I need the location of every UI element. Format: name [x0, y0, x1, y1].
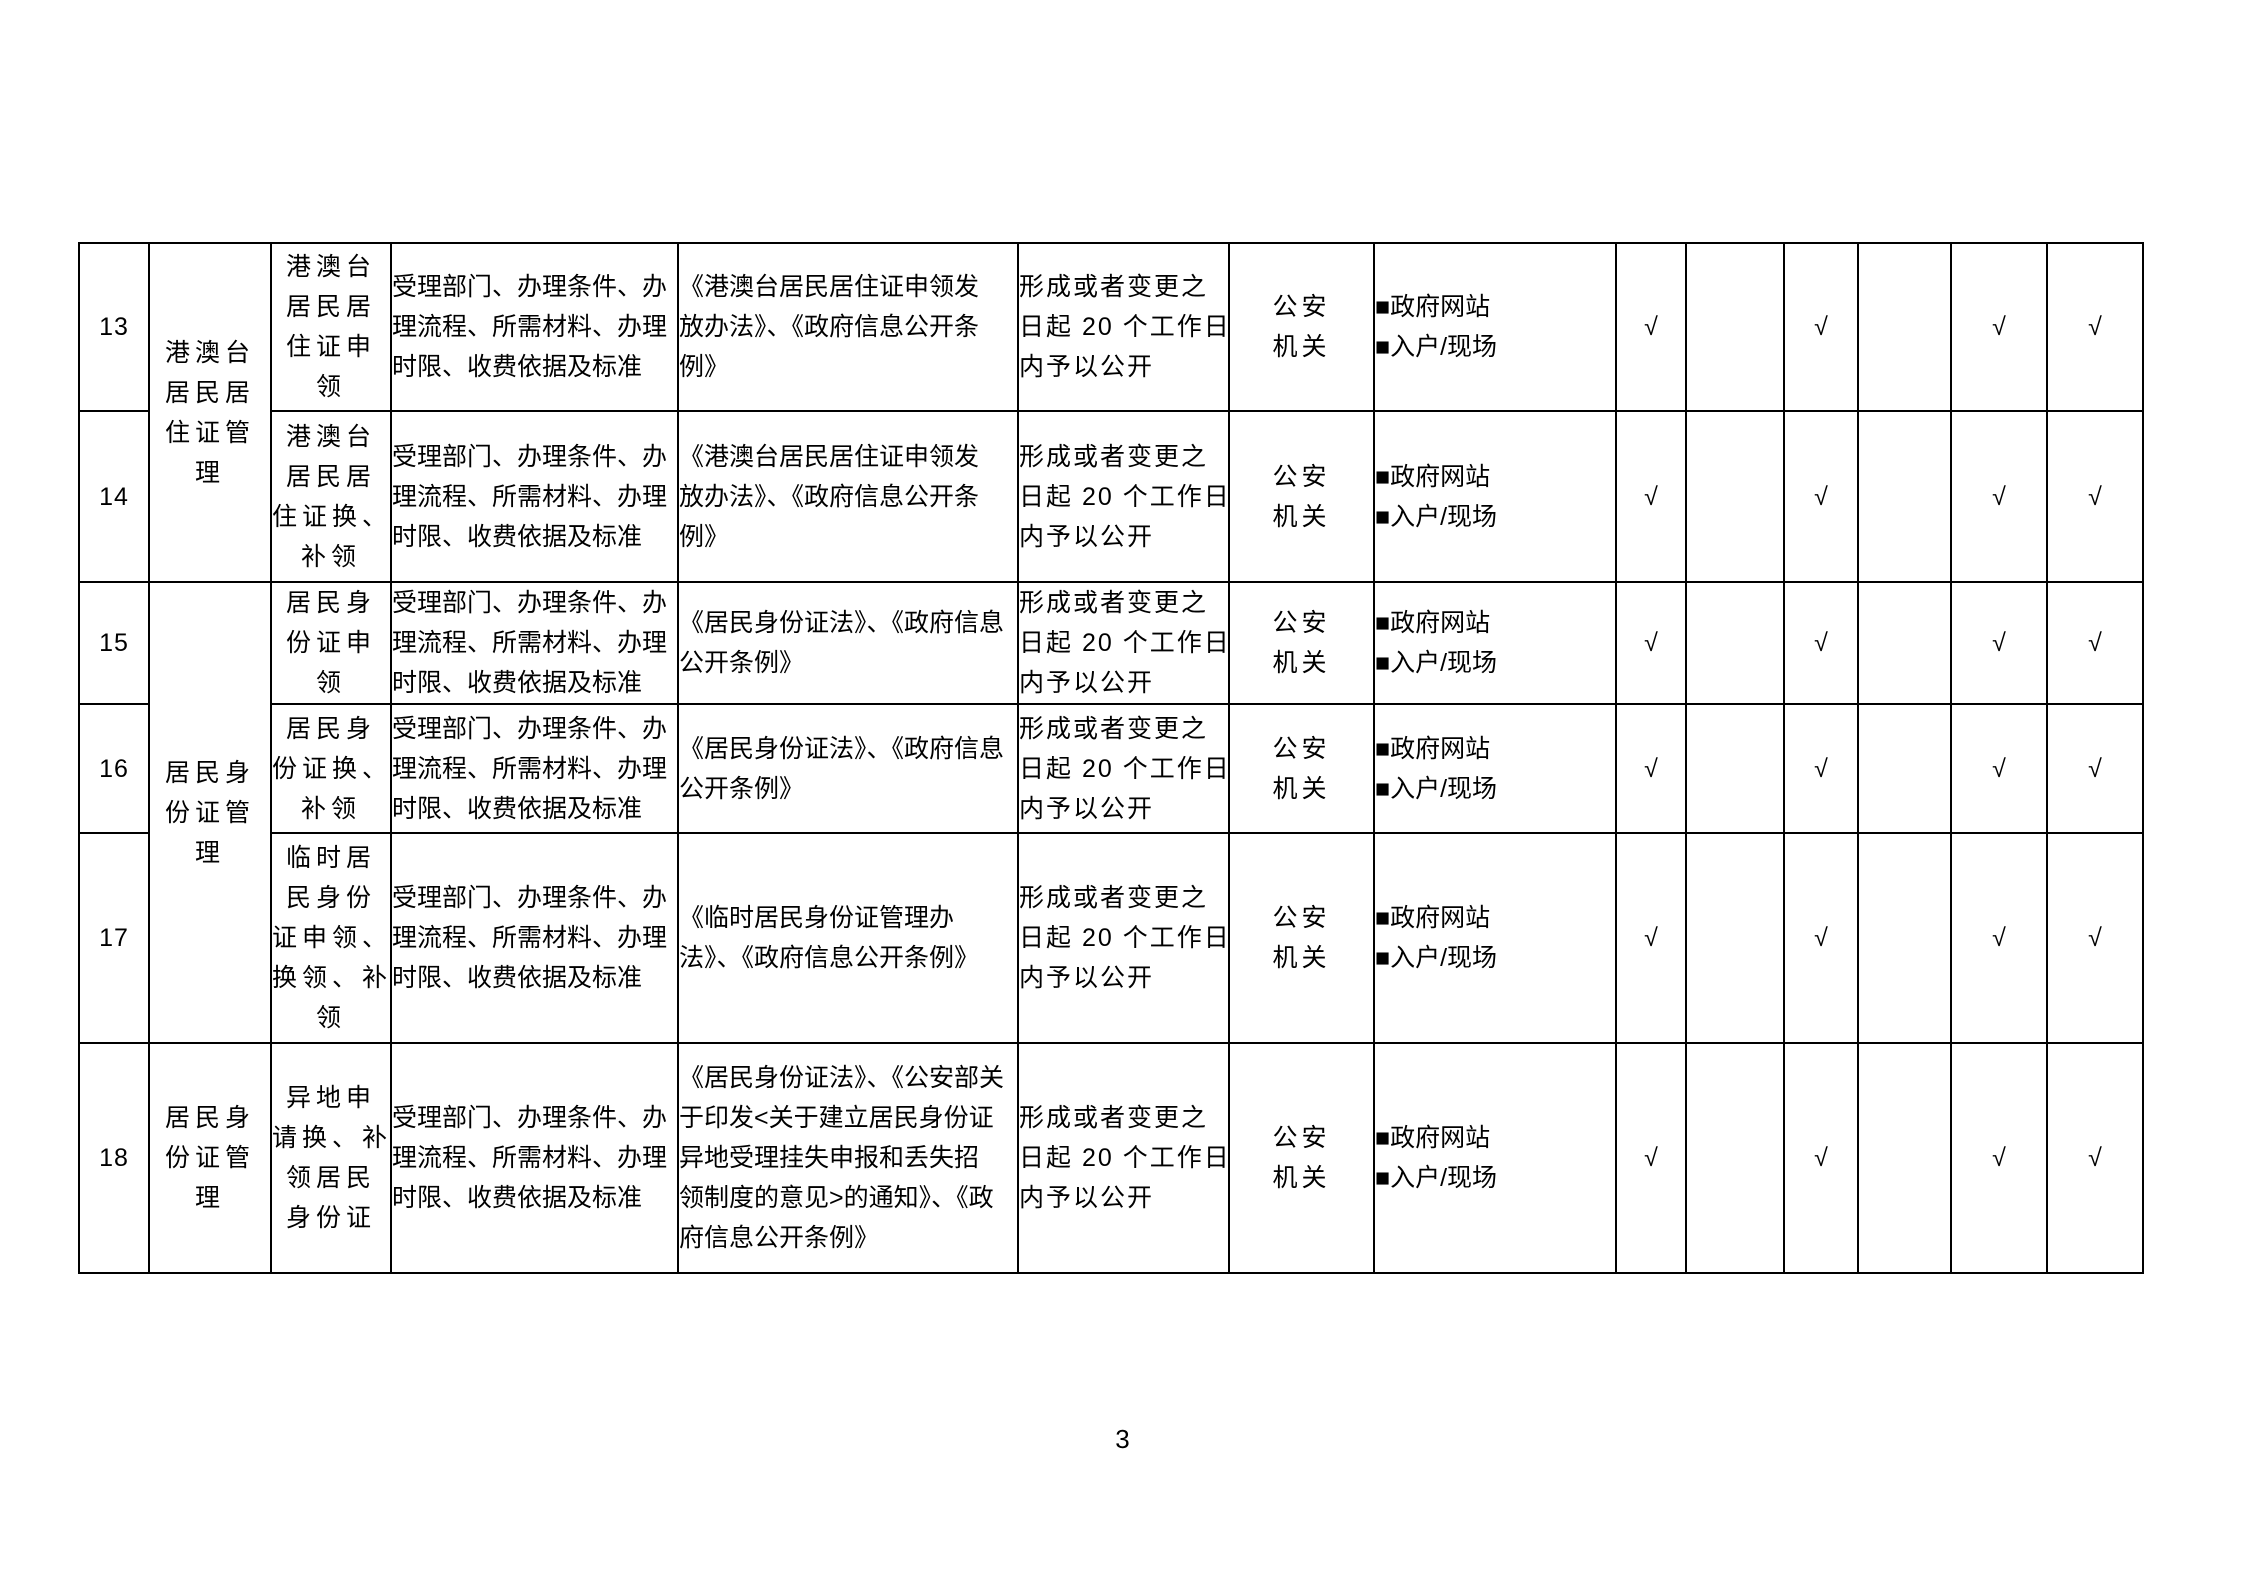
legal-basis-cell: 《居民身份证法》、《公安部关 于印发<关于建立居民身份证 异地受理挂失申报和丢失… [677, 1042, 1019, 1274]
row-number-cell: 17 [78, 832, 150, 1044]
check-cell: √ [1950, 703, 2048, 834]
check-cell: √ [1783, 1042, 1859, 1274]
item-name-cell: 异地申 请换、补 领居民 身份证 [270, 1042, 392, 1274]
check-cell: √ [2046, 410, 2144, 583]
organ-cell: 公安 机关 [1228, 1042, 1375, 1274]
timeline-cell: 形成或者变更之 日起 20 个工作日 内予以公开 [1017, 242, 1230, 412]
content-cell: 受理部门、办理条件、办 理流程、所需材料、办理 时限、收费依据及标准 [390, 832, 679, 1044]
timeline-cell: 形成或者变更之 日起 20 个工作日 内予以公开 [1017, 832, 1230, 1044]
channels-cell: ■政府网站 ■入户/现场 [1373, 581, 1617, 705]
content-cell: 受理部门、办理条件、办 理流程、所需材料、办理 时限、收费依据及标准 [390, 1042, 679, 1274]
check-cell: √ [1615, 832, 1687, 1044]
table-row-18: 18 居民身 份证管 理 异地申 请换、补 领居民 身份证 受理部门、办理条件、… [78, 1042, 2144, 1274]
channels-cell: ■政府网站 ■入户/现场 [1373, 242, 1617, 412]
table-row-14: 14 港澳台 居民居 住证换、 补领 受理部门、办理条件、办 理流程、所需材料、… [78, 410, 2144, 583]
timeline-cell: 形成或者变更之 日起 20 个工作日 内予以公开 [1017, 1042, 1230, 1274]
check-cell: √ [1783, 581, 1859, 705]
timeline-cell: 形成或者变更之 日起 20 个工作日 内予以公开 [1017, 581, 1230, 705]
organ-cell: 公安 机关 [1228, 832, 1375, 1044]
check-cell: √ [1615, 581, 1687, 705]
item-name-cell: 港澳台 居民居 住证换、 补领 [270, 410, 392, 583]
content-cell: 受理部门、办理条件、办 理流程、所需材料、办理 时限、收费依据及标准 [390, 242, 679, 412]
legal-basis-cell: 《临时居民身份证管理办 法》、《政府信息公开条例》 [677, 832, 1019, 1044]
check-cell [1857, 1042, 1952, 1274]
check-cell [1685, 703, 1785, 834]
row-number-cell: 13 [78, 242, 150, 412]
check-cell: √ [1783, 410, 1859, 583]
check-cell [1685, 1042, 1785, 1274]
check-cell [1857, 581, 1952, 705]
check-cell [1685, 832, 1785, 1044]
check-cell: √ [1950, 832, 2048, 1044]
organ-cell: 公安 机关 [1228, 242, 1375, 412]
check-cell [1685, 242, 1785, 412]
table-row-13: 13 港澳台 居民居 住证管 理 港澳台 居民居 住证申 领 受理部门、办理条件… [78, 242, 2144, 583]
legal-basis-cell: 《港澳台居民居住证申领发 放办法》、《政府信息公开条 例》 [677, 242, 1019, 412]
channels-cell: ■政府网站 ■入户/现场 [1373, 1042, 1617, 1274]
content-cell: 受理部门、办理条件、办 理流程、所需材料、办理 时限、收费依据及标准 [390, 581, 679, 705]
category-cell: 居民身 份证管 理 [148, 581, 272, 1044]
check-cell: √ [2046, 1042, 2144, 1274]
legal-basis-cell: 《居民身份证法》、《政府信息 公开条例》 [677, 581, 1019, 705]
check-cell: √ [1615, 242, 1687, 412]
check-cell: √ [1950, 242, 2048, 412]
item-name-cell: 居民身 份证换、 补领 [270, 703, 392, 834]
organ-cell: 公安 机关 [1228, 703, 1375, 834]
check-cell: √ [1783, 703, 1859, 834]
row-number-cell: 14 [78, 410, 150, 583]
check-cell [1685, 581, 1785, 705]
legal-basis-cell: 《港澳台居民居住证申领发 放办法》、《政府信息公开条 例》 [677, 410, 1019, 583]
check-cell: √ [2046, 581, 2144, 705]
content-cell: 受理部门、办理条件、办 理流程、所需材料、办理 时限、收费依据及标准 [390, 410, 679, 583]
check-cell: √ [1615, 703, 1687, 834]
row-number-cell: 18 [78, 1042, 150, 1274]
item-name-cell: 港澳台 居民居 住证申 领 [270, 242, 392, 412]
channels-cell: ■政府网站 ■入户/现场 [1373, 703, 1617, 834]
table-row-15: 15 居民身 份证管 理 居民身 份证申 领 受理部门、办理条件、办 理流程、所… [78, 581, 2144, 1044]
check-cell: √ [2046, 703, 2144, 834]
item-name-cell: 居民身 份证申 领 [270, 581, 392, 705]
check-cell: √ [1615, 1042, 1687, 1274]
channels-cell: ■政府网站 ■入户/现场 [1373, 410, 1617, 583]
check-cell: √ [1783, 242, 1859, 412]
check-cell: √ [1950, 410, 2048, 583]
check-cell [1857, 410, 1952, 583]
check-cell: √ [1783, 832, 1859, 1044]
channels-cell: ■政府网站 ■入户/现场 [1373, 832, 1617, 1044]
organ-cell: 公安 机关 [1228, 410, 1375, 583]
check-cell: √ [2046, 832, 2144, 1044]
page-number: 3 [1115, 1424, 1130, 1454]
check-cell: √ [1950, 581, 2048, 705]
disclosure-table: 13 港澳台 居民居 住证管 理 港澳台 居民居 住证申 领 受理部门、办理条件… [78, 242, 2144, 1274]
check-cell: √ [1615, 410, 1687, 583]
table-row-16: 16 居民身 份证换、 补领 受理部门、办理条件、办 理流程、所需材料、办理 时… [78, 703, 2144, 834]
timeline-cell: 形成或者变更之 日起 20 个工作日 内予以公开 [1017, 703, 1230, 834]
check-cell [1857, 242, 1952, 412]
check-cell [1685, 410, 1785, 583]
category-cell: 居民身 份证管 理 [148, 1042, 272, 1274]
check-cell: √ [1950, 1042, 2048, 1274]
table-row-17: 17 临时居 民身份 证申领、 换领、补 领 受理部门、办理条件、办 理流程、所… [78, 832, 2144, 1044]
legal-basis-cell: 《居民身份证法》、《政府信息 公开条例》 [677, 703, 1019, 834]
row-number-cell: 15 [78, 581, 150, 705]
row-number-cell: 16 [78, 703, 150, 834]
check-cell [1857, 832, 1952, 1044]
category-cell: 港澳台 居民居 住证管 理 [148, 242, 272, 583]
item-name-cell: 临时居 民身份 证申领、 换领、补 领 [270, 832, 392, 1044]
timeline-cell: 形成或者变更之 日起 20 个工作日 内予以公开 [1017, 410, 1230, 583]
content-cell: 受理部门、办理条件、办 理流程、所需材料、办理 时限、收费依据及标准 [390, 703, 679, 834]
check-cell: √ [2046, 242, 2144, 412]
check-cell [1857, 703, 1952, 834]
organ-cell: 公安 机关 [1228, 581, 1375, 705]
